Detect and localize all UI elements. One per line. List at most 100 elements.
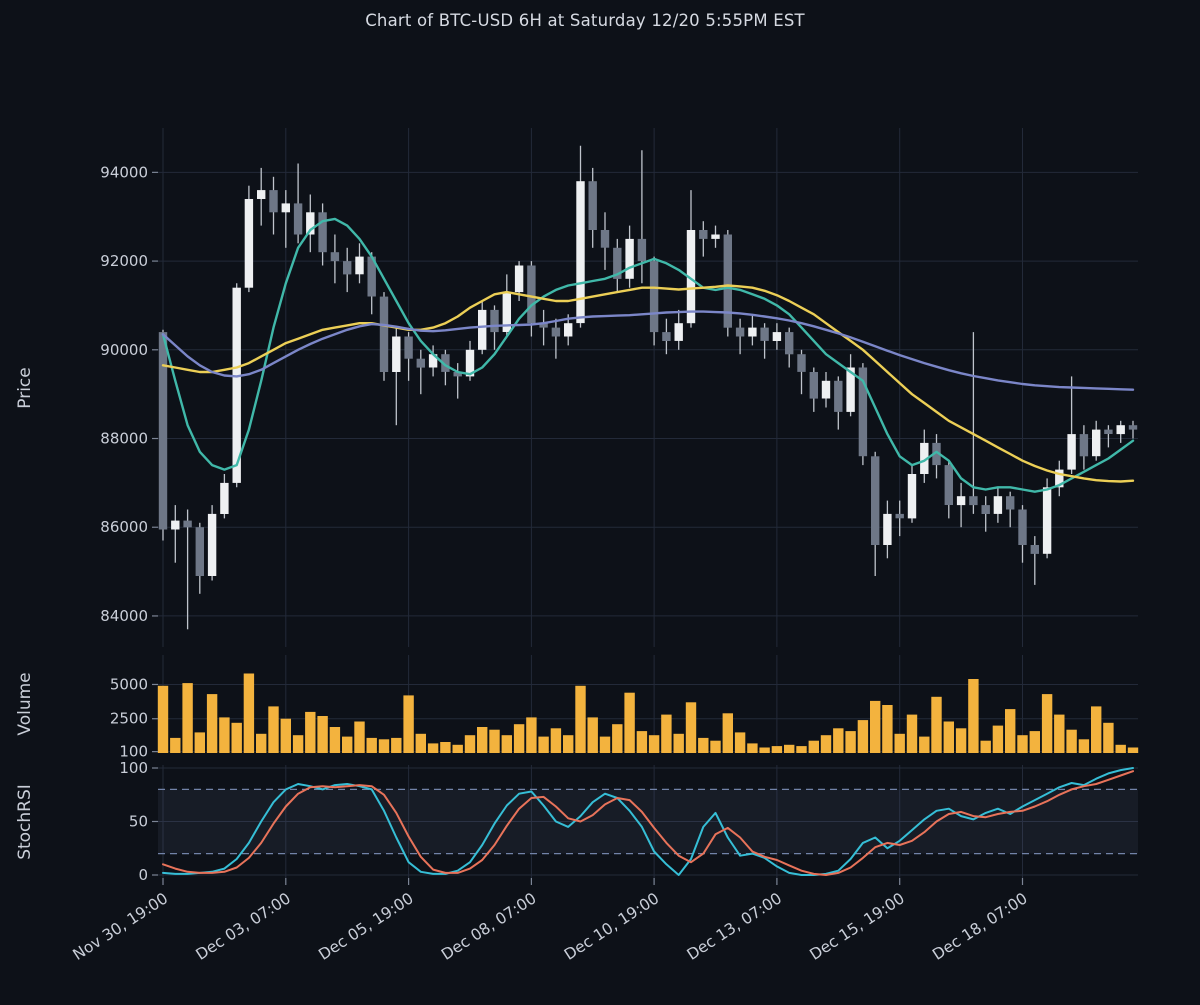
volume-bar: [1078, 739, 1090, 753]
candle: [527, 265, 536, 324]
candle: [932, 442, 941, 466]
candle: [895, 513, 904, 519]
gridlines: [158, 128, 1138, 878]
price-tick-label: 94000: [100, 163, 148, 181]
candle: [662, 332, 671, 341]
volume-bar: [968, 679, 979, 753]
volume-bar: [391, 737, 402, 753]
candle: [993, 496, 1003, 514]
volume-bar: [452, 744, 463, 753]
volume-bar: [550, 728, 562, 753]
chart-title: Chart of BTC-USD 6H at Saturday 12/20 5:…: [365, 11, 805, 30]
candle: [269, 190, 278, 213]
stochrsi-tick-label: 50: [129, 813, 148, 831]
volume-bar: [1029, 731, 1040, 753]
volume-bar: [698, 737, 709, 753]
volume-tick-label: 100: [119, 743, 148, 761]
candle: [416, 358, 425, 368]
candle-bodies: [158, 181, 1138, 576]
candle: [257, 190, 266, 199]
volume-bar: [194, 732, 205, 753]
candle: [514, 265, 524, 293]
volume-bar: [808, 740, 819, 753]
candle: [969, 496, 978, 506]
x-tick-label: Nov 30, 19:00: [70, 889, 172, 964]
candle: [478, 309, 487, 350]
candle: [207, 513, 217, 576]
volume-bar: [427, 743, 439, 753]
candle: [293, 203, 303, 235]
candle: [330, 252, 340, 262]
volume-bar: [673, 733, 684, 753]
mav-mid-line: [161, 284, 1135, 483]
candle: [723, 234, 732, 328]
stochrsi-axis-label: StochRSI: [15, 784, 35, 860]
candle: [1030, 545, 1039, 554]
candle: [195, 527, 204, 576]
volume-bar: [280, 718, 291, 753]
candle: [920, 442, 929, 474]
volume-bar: [231, 722, 242, 753]
candle: [441, 354, 450, 372]
candle: [1104, 429, 1113, 434]
volume-bar: [1017, 735, 1028, 753]
stochrsi-k-line: [162, 767, 1134, 876]
volume-bar: [612, 724, 623, 753]
volume-bar: [734, 732, 746, 753]
candle: [613, 247, 622, 279]
candle: [981, 505, 990, 514]
volume-bar: [1127, 747, 1139, 753]
price-tick-label: 88000: [100, 430, 148, 448]
candle: [711, 234, 720, 239]
price-axis-label: Price: [15, 367, 35, 408]
candle: [846, 367, 855, 412]
volume-bar: [538, 736, 549, 753]
volume-bar: [1005, 709, 1016, 753]
candle: [871, 456, 880, 545]
volume-bar: [833, 728, 844, 753]
candle: [1079, 434, 1089, 457]
candle: [735, 327, 745, 337]
volume-bar: [857, 720, 869, 753]
candle: [428, 354, 438, 368]
candle: [343, 261, 352, 275]
volume-bar: [170, 737, 181, 753]
stochrsi-tick-label: 0: [138, 866, 148, 884]
candle: [600, 230, 610, 248]
volume-bar: [489, 729, 500, 753]
candle: [625, 238, 634, 279]
stochrsi-tick-label: 100: [119, 759, 148, 777]
candle: [760, 327, 769, 341]
price-tick-label: 86000: [100, 518, 148, 536]
candle: [465, 349, 475, 377]
candle: [944, 465, 953, 505]
volume-bar: [980, 740, 991, 753]
volume-bar: [563, 735, 574, 753]
candle: [821, 380, 831, 399]
candle: [772, 332, 782, 341]
candle: [588, 181, 597, 230]
candle: [637, 238, 647, 262]
volume-bar: [292, 735, 304, 753]
candle: [1092, 429, 1101, 457]
price-tick-label: 92000: [100, 252, 148, 270]
candle: [171, 520, 180, 530]
volume-bar: [796, 746, 807, 753]
volume-bar: [955, 728, 967, 753]
volume-bar: [464, 735, 476, 753]
mav-slow-line: [161, 310, 1135, 391]
volume-bar: [1103, 722, 1114, 753]
volume-bar: [943, 721, 954, 753]
volume-bar: [1091, 706, 1102, 753]
volume-bar: [354, 721, 365, 753]
candle: [674, 323, 683, 341]
candle: [858, 367, 868, 457]
volume-bar: [759, 747, 770, 753]
mav-fast-line: [161, 217, 1135, 493]
volume-bar: [599, 736, 611, 753]
volume-bar: [1054, 714, 1065, 753]
candle: [649, 261, 659, 333]
volume-bar: [329, 727, 341, 753]
candle: [1018, 509, 1027, 545]
